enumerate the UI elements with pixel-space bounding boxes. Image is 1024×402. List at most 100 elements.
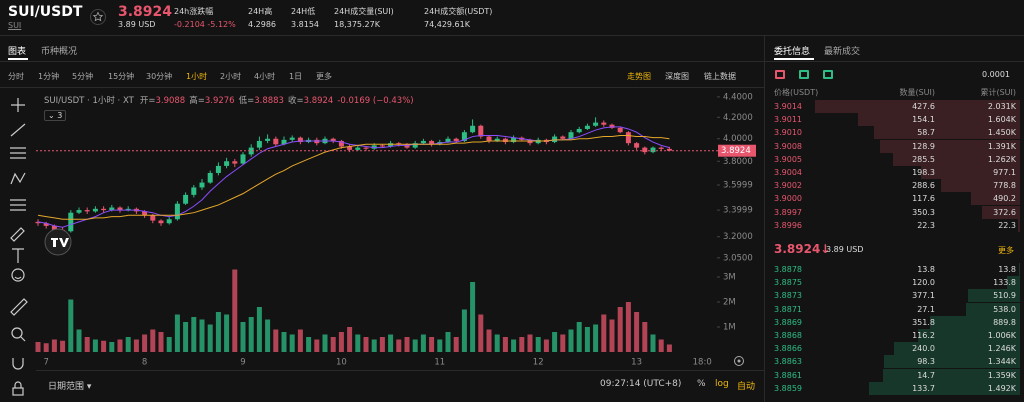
interval[interactable]: 15分钟 — [108, 72, 135, 81]
candle-body — [84, 210, 90, 212]
pair[interactable]: SUI/USDT — [8, 4, 83, 20]
bids-row: 3.8863 98.3 1.344K — [768, 355, 1024, 369]
book-total: 1.450K — [987, 128, 1016, 138]
candle-body — [429, 140, 435, 145]
magnet-tool[interactable] — [12, 358, 24, 370]
pattern-tool[interactable] — [10, 172, 26, 185]
interval[interactable]: 30分钟 — [146, 72, 173, 81]
candle-body — [289, 137, 295, 140]
book-tab[interactable]: 委托信息 — [774, 47, 811, 57]
interval[interactable]: 更多 — [316, 72, 332, 81]
book-mode-icon[interactable] — [823, 70, 833, 79]
volume-bar — [593, 324, 599, 352]
candle-body — [142, 211, 148, 216]
depth-bar — [884, 355, 1020, 369]
settings-icon[interactable] — [733, 355, 745, 367]
lock-tool[interactable] — [12, 381, 24, 396]
tab[interactable]: 图表 — [8, 47, 27, 57]
book-total: 1.604K — [987, 115, 1016, 125]
volume-bar — [273, 329, 279, 352]
text-tool[interactable] — [12, 248, 24, 263]
more-link[interactable]: 更多 — [998, 246, 1014, 255]
asks-row: 3.9014 427.6 2.031K — [768, 100, 1024, 113]
volume-bar — [511, 339, 517, 352]
fib-tool[interactable] — [10, 199, 26, 211]
book-price: 3.8859 — [774, 383, 802, 393]
candle-body — [634, 143, 640, 148]
book-tab[interactable]: 最新成交 — [824, 47, 861, 57]
candle-body — [502, 138, 508, 143]
date-range[interactable]: 日期范围 ▾ — [48, 382, 92, 392]
book-total: 889.8 — [993, 317, 1016, 327]
depth-bar — [858, 113, 1020, 127]
volume-bar — [363, 337, 369, 352]
line-tool[interactable] — [10, 123, 26, 137]
book-total: 1.006K — [987, 331, 1016, 340]
interval[interactable]: 1小时 — [186, 72, 208, 81]
book-amount: 351.8 — [912, 317, 935, 327]
emoji-tool[interactable] — [11, 268, 25, 282]
interval[interactable]: 1分钟 — [38, 72, 60, 81]
volume-bar — [232, 269, 238, 352]
candle-body — [453, 138, 459, 141]
interval[interactable]: 4小时 — [254, 72, 276, 81]
zoom-tool[interactable] — [11, 327, 26, 342]
asks-row: 3.9008 128.9 1.391K — [768, 139, 1024, 153]
candle-body — [625, 132, 631, 144]
candle-body — [338, 140, 344, 147]
asks-row: 3.8996 22.3 22.3 — [768, 218, 1024, 232]
log-toggle[interactable]: log — [715, 379, 729, 389]
clock: 09:27:14 (UTC+8) — [600, 379, 682, 389]
book-total: 2.031K — [987, 102, 1016, 111]
book-price: 3.8873 — [774, 291, 802, 301]
book-amount: 14.7 — [917, 370, 935, 380]
candle-body — [535, 139, 541, 144]
asks-row: 3.8997 350.3 372.6 — [768, 205, 1024, 219]
book-price: 3.9005 — [774, 154, 802, 164]
book-total: 22.3 — [998, 220, 1016, 230]
volume-bar — [568, 329, 574, 352]
crosshair-tool[interactable] — [11, 98, 25, 112]
precision[interactable]: 0.0001 — [982, 70, 1010, 79]
interval[interactable]: 分时 — [8, 72, 24, 81]
depth-bar — [882, 368, 1020, 382]
candle-body — [68, 212, 74, 232]
y-tick-label: 3.0500 — [723, 253, 753, 263]
book-amount: 288.6 — [912, 181, 935, 191]
auto-toggle[interactable]: 自动 — [737, 382, 756, 392]
volume-tick-label: 1M — [723, 323, 736, 333]
percent-toggle[interactable]: % — [697, 379, 706, 389]
volume-bar — [265, 319, 271, 352]
interval[interactable]: 2小时 — [220, 72, 242, 81]
candle-body — [314, 139, 320, 144]
channel-tool[interactable] — [10, 147, 26, 159]
ruler-tool[interactable] — [10, 298, 28, 316]
moving-average — [37, 126, 670, 228]
x-tick-label: 8 — [142, 358, 147, 368]
book-amount: 285.5 — [912, 154, 935, 164]
tab-underline — [8, 58, 28, 60]
column-header: 价格(USDT) — [774, 88, 819, 97]
brush-tool[interactable] — [10, 227, 25, 242]
candle-body — [183, 194, 189, 204]
book-total: 13.8 — [998, 265, 1016, 274]
book-mode-icon[interactable] — [775, 70, 785, 79]
volume-bar — [576, 322, 582, 352]
view-tab[interactable]: 深度图 — [665, 72, 689, 81]
book-mode-icon[interactable] — [799, 70, 809, 79]
candle-body — [265, 138, 271, 141]
interval[interactable]: 1日 — [289, 72, 303, 81]
legend-value: 3.9088 — [155, 96, 186, 106]
view-tab[interactable]: 链上数据 — [704, 72, 736, 81]
view-tab[interactable]: 走势图 — [627, 72, 651, 81]
favorite-icon[interactable] — [90, 9, 106, 25]
stat-value: -0.2104 -5.12% — [174, 20, 236, 29]
interval[interactable]: 5分钟 — [72, 72, 94, 81]
book-price: 3.8996 — [774, 220, 802, 230]
indicator-toggle[interactable]: ⌄ 3 — [44, 110, 67, 121]
candle-body — [256, 140, 262, 148]
tab[interactable]: 币种概况 — [41, 47, 78, 57]
book-amount: 27.1 — [917, 304, 935, 314]
x-tick-label: 18:0 — [693, 358, 712, 368]
candle-body — [158, 220, 164, 224]
